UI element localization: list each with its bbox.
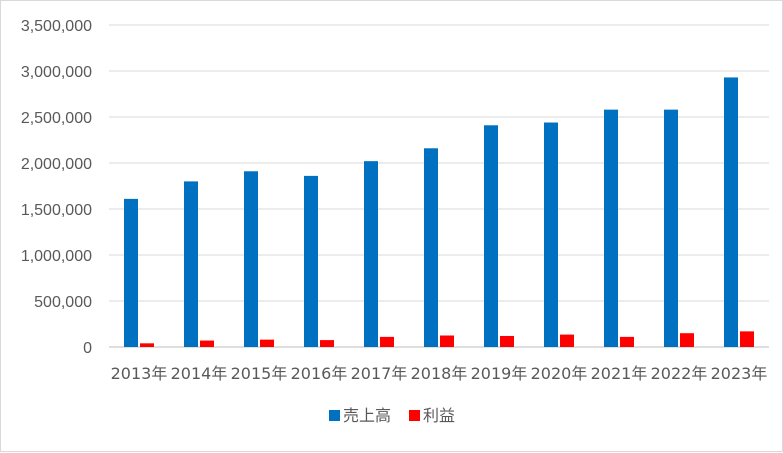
bar-sales: [304, 175, 318, 347]
x-tick-label: 2015年: [231, 364, 288, 383]
legend-swatch: [409, 410, 420, 421]
bar-profit: [440, 335, 454, 347]
legend-label: 売上高: [343, 406, 391, 425]
bar-sales: [244, 171, 258, 347]
bar-sales: [484, 125, 498, 347]
x-tick-label: 2022年: [651, 364, 708, 383]
bar-profit: [620, 336, 634, 347]
bar-profit: [380, 336, 394, 347]
bar-profit: [500, 335, 514, 347]
bar-sales: [664, 109, 678, 347]
x-tick-label: 2021年: [591, 364, 648, 383]
bar-sales: [124, 198, 138, 347]
y-tick-label: 0: [83, 340, 92, 357]
bar-sales: [544, 122, 558, 348]
bar-profit: [260, 339, 274, 347]
bar-sales: [364, 161, 378, 347]
y-tick-label: 3,000,000: [21, 64, 92, 81]
y-tick-label: 500,000: [34, 294, 92, 311]
y-tick-label: 1,500,000: [21, 202, 92, 219]
bar-sales: [604, 109, 618, 347]
bar-sales: [724, 77, 738, 347]
x-tick-label: 2014年: [171, 364, 228, 383]
bar-profit: [320, 340, 334, 347]
bar-sales: [184, 181, 198, 347]
legend-swatch: [329, 410, 340, 421]
x-tick-label: 2013年: [111, 364, 168, 383]
x-tick-label: 2019年: [471, 364, 528, 383]
y-tick-label: 3,500,000: [21, 18, 92, 35]
x-tick-label: 2023年: [711, 364, 768, 383]
bar-profit: [200, 340, 214, 347]
bar-sales: [424, 148, 438, 347]
x-tick-label: 2017年: [351, 364, 408, 383]
x-tick-label: 2018年: [411, 364, 468, 383]
x-tick-label: 2020年: [531, 364, 588, 383]
bar-profit: [560, 334, 574, 347]
legend-label: 利益: [423, 406, 455, 425]
y-tick-label: 2,500,000: [21, 110, 92, 127]
bar-profit: [140, 343, 154, 347]
x-tick-label: 2016年: [291, 364, 348, 383]
y-tick-label: 2,000,000: [21, 156, 92, 173]
y-tick-label: 1,000,000: [21, 248, 92, 265]
bar-profit: [680, 333, 694, 347]
bar-profit: [740, 331, 754, 347]
